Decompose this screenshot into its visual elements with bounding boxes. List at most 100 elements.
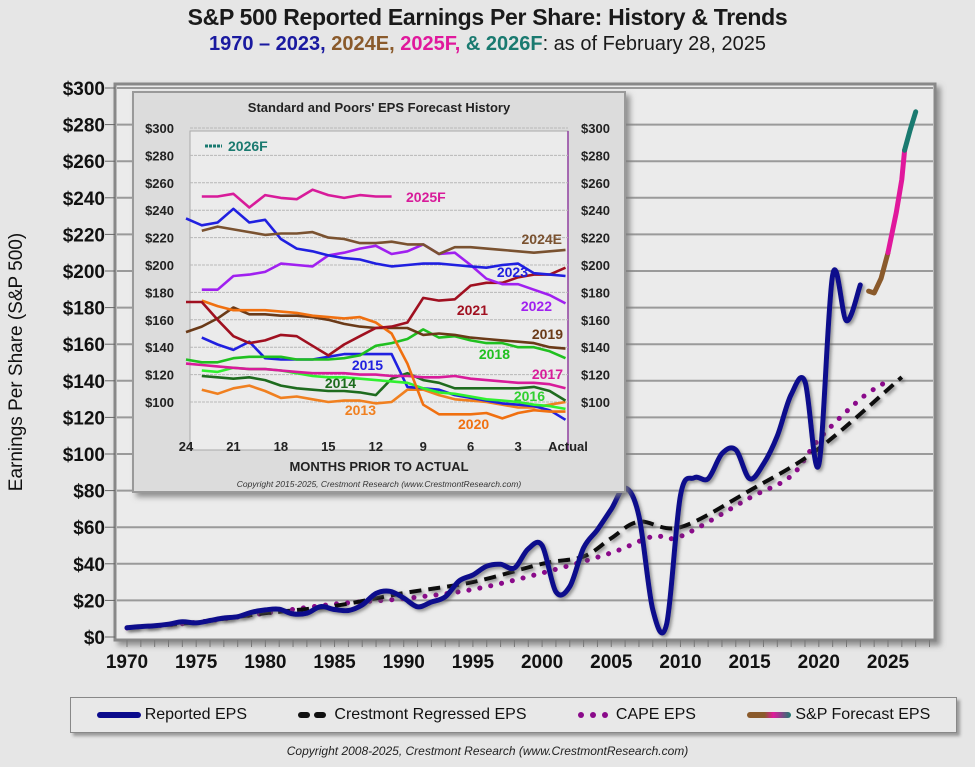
legend-item-cape-eps: CAPE EPS xyxy=(577,706,696,724)
inset-x-axis-label: MONTHS PRIOR TO ACTUAL xyxy=(289,459,468,474)
main-y-tick-label: $280 xyxy=(63,116,105,137)
series-reported-eps xyxy=(124,267,863,636)
inset-y-tick-label-right: $260 xyxy=(581,176,610,191)
inset-series-label-2020: 2020 xyxy=(458,416,489,432)
main-y-tick-label: $140 xyxy=(63,372,105,393)
inset-y-tick-label-left: $280 xyxy=(145,148,174,163)
inset-y-tick-label-right: $280 xyxy=(581,148,610,163)
legend-label: S&P Forecast EPS xyxy=(795,706,931,723)
dotted-line-icon xyxy=(577,712,612,718)
y-axis-label: Earnings Per Share (S&P 500) xyxy=(6,233,27,491)
inset-y-tick-label-right: $160 xyxy=(581,313,610,328)
inset-y-tick-label-left: $200 xyxy=(145,258,174,273)
main-y-tick-label: $240 xyxy=(63,189,105,210)
inset-y-tick-label-left: $220 xyxy=(145,231,174,246)
inset-series-label-2015: 2015 xyxy=(352,357,383,373)
inset-copyright: Copyright 2015-2025, Crestmont Research … xyxy=(237,479,522,489)
legend: Reported EPS Crestmont Regressed EPS CAP… xyxy=(70,697,957,733)
main-y-tick-label: $180 xyxy=(63,299,105,320)
inset-series-2018 xyxy=(185,328,567,364)
main-y-tick-label: $120 xyxy=(63,408,105,429)
inset-x-tick-label: 9 xyxy=(420,439,427,454)
inset-x-tick-label: 12 xyxy=(369,439,383,454)
dashed-line-icon xyxy=(298,712,330,718)
subtitle-date: : as of February 28, 2025 xyxy=(542,33,767,55)
legend-label: Crestmont Regressed EPS xyxy=(334,706,527,723)
inset-series-label-2013: 2013 xyxy=(345,402,376,418)
inset-y-tick-label-left: $260 xyxy=(145,176,174,191)
inset-series-2024e xyxy=(201,225,566,256)
inset-x-tick-label: 21 xyxy=(226,439,240,454)
series-forecast-2024e xyxy=(866,250,891,296)
inset-series-2013 xyxy=(201,384,566,409)
inset-series-label-2026f: 2026F xyxy=(228,138,268,154)
inset-title: Standard and Poors' EPS Forecast History xyxy=(248,100,511,115)
inset-series-label-2023: 2023 xyxy=(497,264,528,280)
inset-series-2015 xyxy=(201,336,567,421)
main-x-tick-label: 2005 xyxy=(590,652,633,673)
inset-y-tick-label-left: $160 xyxy=(145,313,174,328)
legend-label: CAPE EPS xyxy=(615,706,696,723)
subtitle-2024e: 2024E, xyxy=(325,33,395,55)
main-x-tick-label: 2015 xyxy=(728,652,771,673)
inset-series-label-2014: 2014 xyxy=(325,375,356,391)
main-y-tick-label: $80 xyxy=(73,482,105,503)
inset-series-2023 xyxy=(185,207,566,278)
main-x-tick-label: 2020 xyxy=(798,652,840,673)
inset-x-tick-label: 18 xyxy=(274,439,288,454)
inset-series-label-2018: 2018 xyxy=(479,346,510,362)
chart-title: S&P 500 Reported Earnings Per Share: His… xyxy=(187,4,788,30)
legend-item-sp-forecast-eps: S&P Forecast EPS xyxy=(747,706,930,724)
inset-chart: Standard and Poors' EPS Forecast History… xyxy=(132,91,626,493)
series-cape-eps xyxy=(124,378,891,631)
inset-y-tick-label-left: $180 xyxy=(145,285,174,300)
inset-y-tick-label-right: $240 xyxy=(581,203,610,218)
inset-series-label-2016: 2016 xyxy=(514,388,545,404)
inset-y-tick-label-right: $300 xyxy=(581,121,610,136)
inset-series-label-2022: 2022 xyxy=(521,298,552,314)
main-x-tick-label: 1985 xyxy=(313,652,356,673)
inset-series-label-2024e: 2024E xyxy=(522,231,562,247)
main-y-tick-label: $200 xyxy=(63,262,105,283)
series-crestmont-regressed-eps xyxy=(126,375,904,630)
inset-series-2017 xyxy=(185,362,566,390)
inset-y-tick-label-left: $120 xyxy=(145,368,174,383)
inset-plot-area-bg xyxy=(189,130,569,451)
inset-x-tick-label: 3 xyxy=(514,439,521,454)
legend-label: Reported EPS xyxy=(144,706,247,723)
subtitle-range: 1970 – 2023, xyxy=(208,33,326,55)
chart-subtitle: 1970 – 2023, 2024E, 2025F, & 2026F: as o… xyxy=(0,33,975,56)
inset-y-tick-label-right: $180 xyxy=(581,285,610,300)
legend-item-reported-eps: Reported EPS xyxy=(96,706,247,724)
subtitle-2025f: 2025F, xyxy=(394,33,461,55)
inset-series-label-2025f: 2025F xyxy=(406,189,446,205)
inset-series-2022 xyxy=(201,243,567,305)
inset-y-tick-label-left: $140 xyxy=(145,340,174,355)
inset-y-tick-label-right: $140 xyxy=(581,340,610,355)
subtitle-2026f: & 2026F xyxy=(460,33,543,55)
main-y-tick-label: $260 xyxy=(63,152,105,173)
main-x-tick-label: 2010 xyxy=(659,652,701,673)
main-x-tick-label: 1995 xyxy=(452,652,495,673)
inset-series-label-2019: 2019 xyxy=(532,326,563,342)
inset-series-2025f xyxy=(201,188,392,209)
main-y-tick-label: $40 xyxy=(73,555,105,576)
inset-y-tick-label-right: $220 xyxy=(581,231,610,246)
inset-series-2021 xyxy=(186,266,567,357)
legend-item-crestmont-regressed-eps: Crestmont Regressed EPS xyxy=(298,706,526,724)
series-forecast-2025f xyxy=(885,147,908,256)
main-y-tick-label: $20 xyxy=(73,591,105,612)
inset-y-tick-label-right: $100 xyxy=(581,395,610,410)
main-x-tick-label: 1990 xyxy=(383,652,425,673)
inset-x-tick-label: 15 xyxy=(321,439,335,454)
solid-line-icon xyxy=(96,712,141,718)
main-x-tick-label: 2025 xyxy=(867,652,910,673)
main-y-tick-label: $220 xyxy=(63,225,105,246)
inset-y-tick-label-left: $240 xyxy=(145,203,174,218)
inset-x-tick-label: Actual xyxy=(548,439,588,454)
inset-y-tick-label-left: $300 xyxy=(145,121,174,136)
main-y-tick-label: $60 xyxy=(73,518,105,539)
gradient-line-icon xyxy=(747,712,792,718)
main-y-tick-label: $160 xyxy=(63,335,105,356)
